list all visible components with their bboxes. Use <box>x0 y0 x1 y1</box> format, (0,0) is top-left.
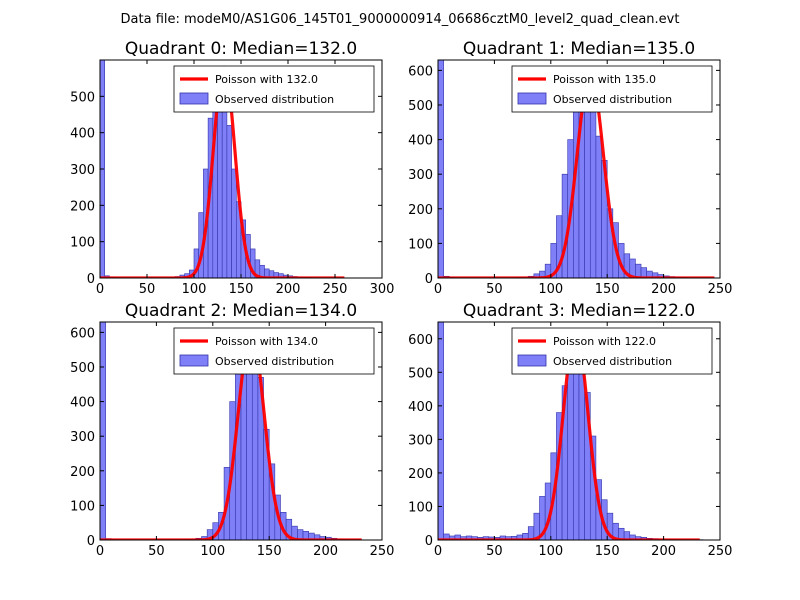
quadrant-3-axes-frame <box>437 321 721 541</box>
quadrant-2-x-tick-label: 150 <box>257 544 282 559</box>
quadrant-0-x-tick-label: 150 <box>229 282 254 297</box>
quadrant-3-y-tick-label: 200 <box>408 467 433 482</box>
legend-observed-label: Observed distribution <box>215 355 334 368</box>
legend-observed-swatch <box>179 354 209 367</box>
quadrant-2-y-tick-label: 500 <box>70 361 95 376</box>
quadrant-1-legend: Poisson with 135.0 Observed distribution <box>511 65 713 113</box>
quadrant-1-x-tick-label: 0 <box>434 282 442 297</box>
legend-observed-swatch <box>517 92 547 105</box>
quadrant-3-title: Quadrant 3: Median=122.0 <box>463 301 695 321</box>
quadrant-1-y-tick-label: 500 <box>408 99 433 114</box>
quadrant-1-title: Quadrant 1: Median=135.0 <box>463 39 695 59</box>
quadrant-2-x-tick-label: 100 <box>200 544 225 559</box>
quadrant-0-y-tick-label: 300 <box>70 163 95 178</box>
quadrant-3-y-tick-label: 300 <box>408 433 433 448</box>
quadrant-0-y-tick-label: 200 <box>70 199 95 214</box>
quadrant-2-histogram-bar <box>100 322 106 540</box>
quadrant-0-x-tick-label: 250 <box>323 282 348 297</box>
quadrant-2-y-tick-label: 0 <box>87 534 95 549</box>
quadrant-1-x-tick-label: 200 <box>651 282 676 297</box>
quadrant-1-panel: Quadrant 1: Median=135.0 0 50 100 150 200 250 0… <box>408 39 732 297</box>
quadrant-3-y-tick-label: 0 <box>425 534 433 549</box>
quadrant-1-histogram-bar <box>561 173 569 278</box>
quadrant-3-y-tick-label: 400 <box>408 400 433 415</box>
legend-poisson-label: Poisson with 122.0 <box>553 335 656 348</box>
quadrant-0-legend: Poisson with 132.0 Observed distribution <box>173 65 375 113</box>
quadrant-0-x-tick-label: 100 <box>182 282 207 297</box>
quadrant-1-y-tick-label: 400 <box>408 134 433 149</box>
quadrant-3-y-tick-label: 600 <box>408 333 433 348</box>
quadrant-2-y-tick-label: 200 <box>70 465 95 480</box>
quadrant-1-histogram-bar <box>589 97 597 278</box>
quadrant-3-x-tick-label: 50 <box>486 544 503 559</box>
figure-suptitle: Data file: modeM0/AS1G06_145T01_90000009… <box>121 12 680 27</box>
quadrant-3-x-tick-label: 100 <box>538 544 563 559</box>
quadrant-2-y-tick-label: 300 <box>70 430 95 445</box>
quadrant-1-histogram-bar <box>635 263 642 278</box>
legend-observed-label: Observed distribution <box>215 93 334 106</box>
quadrant-2-x-tick-label: 250 <box>370 544 395 559</box>
legend-poisson-label: Poisson with 132.0 <box>215 73 318 86</box>
quadrant-0-y-tick-label: 400 <box>70 127 95 142</box>
quadrant-3-y-tick-label: 500 <box>408 366 433 381</box>
legend-poisson-label: Poisson with 134.0 <box>215 335 318 348</box>
quadrant-0-x-tick-label: 50 <box>139 282 156 297</box>
quadrant-1-x-tick-label: 150 <box>595 282 620 297</box>
quadrant-3-x-tick-label: 200 <box>651 544 676 559</box>
quadrant-1-x-tick-label: 100 <box>538 282 563 297</box>
legend-observed-swatch <box>517 354 547 367</box>
quadrant-1-poisson-curve <box>438 72 715 278</box>
quadrant-1-y-tick-label: 100 <box>408 237 433 252</box>
quadrant-3-x-tick-label: 150 <box>595 544 620 559</box>
quadrant-1-histogram-bar <box>438 60 444 278</box>
quadrant-0-y-tick-label: 0 <box>87 272 95 287</box>
quadrant-1-histogram-bar <box>595 135 602 278</box>
quadrant-3-legend: Poisson with 122.0 Observed distribution <box>511 327 713 375</box>
quadrant-0-histogram-bar <box>226 125 232 278</box>
quadrant-2-x-tick-label: 0 <box>96 544 104 559</box>
quadrant-3-histogram-bar <box>438 322 444 540</box>
legend-poisson-label: Poisson with 135.0 <box>553 73 656 86</box>
quadrant-2-panel: Quadrant 2: Median=134.0 0 50 100 150 200 250 0… <box>70 301 394 559</box>
quadrant-3-y-tick-label: 100 <box>408 500 433 515</box>
legend-observed-label: Observed distribution <box>553 355 672 368</box>
quadrant-3-x-tick-label: 250 <box>708 544 733 559</box>
quadrant-2-x-tick-label: 50 <box>148 544 165 559</box>
quadrant-2-axes-frame <box>99 321 383 541</box>
quadrant-3-x-tick-label: 0 <box>434 544 442 559</box>
quadrant-2-y-tick-label: 100 <box>70 499 95 514</box>
legend-observed-swatch <box>179 92 209 105</box>
legend-observed-label: Observed distribution <box>553 93 672 106</box>
quadrant-1-y-tick-label: 300 <box>408 168 433 183</box>
quadrant-1-x-tick-label: 250 <box>708 282 733 297</box>
quadrant-0-x-tick-label: 300 <box>370 282 395 297</box>
quadrant-0-histogram-bar <box>231 168 237 278</box>
quadrant-3-panel: Quadrant 3: Median=122.0 0 50 100 150 200 250 0… <box>408 301 732 559</box>
quadrant-1-y-tick-label: 0 <box>425 272 433 287</box>
quadrant-0-panel: Quadrant 0: Median=132.0 0 50 100 150 200 250 3… <box>70 39 394 297</box>
quadrant-0-y-tick-label: 500 <box>70 90 95 105</box>
quadrant-2-title: Quadrant 2: Median=134.0 <box>125 301 357 321</box>
quadrant-2-legend: Poisson with 134.0 Observed distribution <box>173 327 375 375</box>
quadrant-2-poisson-curve <box>100 330 363 540</box>
quadrant-1-axes-frame <box>437 59 721 279</box>
quadrant-2-y-tick-label: 600 <box>70 326 95 341</box>
quadrant-0-title: Quadrant 0: Median=132.0 <box>125 39 357 59</box>
quadrant-0-x-tick-label: 0 <box>96 282 104 297</box>
quadrant-1-y-tick-label: 200 <box>408 203 433 218</box>
quadrant-0-x-tick-label: 200 <box>276 282 301 297</box>
quadrant-2-y-tick-label: 400 <box>70 396 95 411</box>
quadrant-0-y-tick-label: 100 <box>70 236 95 251</box>
quadrant-1-x-tick-label: 50 <box>486 282 503 297</box>
quadrant-1-y-tick-label: 600 <box>408 64 433 79</box>
quadrant-2-x-tick-label: 200 <box>313 544 338 559</box>
quadrant-0-histogram-bar <box>221 96 228 278</box>
